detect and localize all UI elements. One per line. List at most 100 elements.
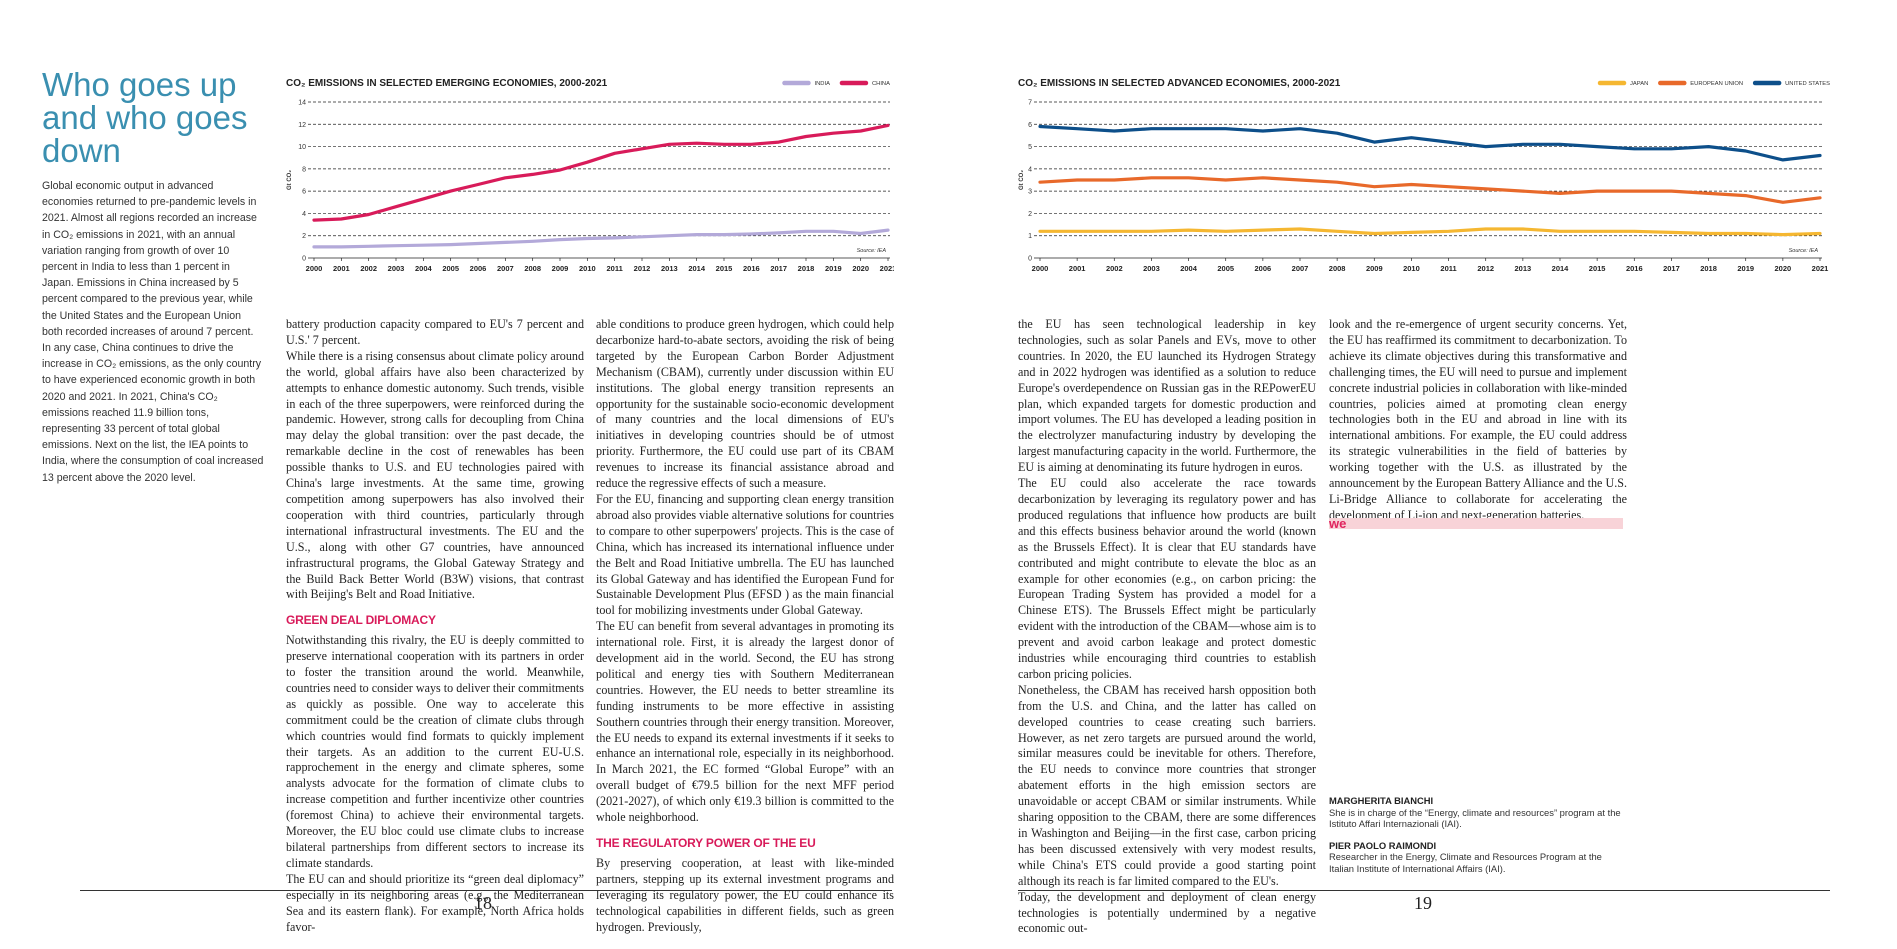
x-tick-label: 2014 xyxy=(1552,264,1570,273)
x-tick-label: 2001 xyxy=(1069,264,1086,273)
y-axis-label: Gt CO₂ xyxy=(287,170,293,190)
x-tick-label: 2000 xyxy=(306,264,323,273)
x-tick-label: 2019 xyxy=(825,264,842,273)
paragraph: The EU can benefit from several advantag… xyxy=(596,619,894,825)
x-tick-label: 2018 xyxy=(798,264,815,273)
x-tick-label: 2017 xyxy=(770,264,787,273)
paragraph: look and the re-emergence of urgent secu… xyxy=(1329,317,1627,522)
x-tick-label: 2015 xyxy=(1589,264,1606,273)
page-number: 19 xyxy=(1414,893,1432,913)
legend-label: UNITED STATES xyxy=(1785,81,1830,87)
legend-label: CHINA xyxy=(872,81,890,87)
y-tick-label: 12 xyxy=(298,122,306,129)
x-tick-label: 2005 xyxy=(442,264,459,273)
y-tick-label: 4 xyxy=(302,211,306,218)
rule xyxy=(1018,890,1830,891)
paragraph: able conditions to produce green hydroge… xyxy=(596,317,894,491)
series-line xyxy=(1038,227,1822,237)
paragraph: The EU could also accelerate the race to… xyxy=(1018,476,1316,681)
title-line: down xyxy=(42,132,121,169)
x-tick-label: 2001 xyxy=(333,264,350,273)
x-tick-label: 2017 xyxy=(1663,264,1680,273)
legend-label: EUROPEAN UNION xyxy=(1690,81,1743,87)
y-tick-label: 2 xyxy=(1028,211,1032,218)
x-tick-label: 2020 xyxy=(852,264,869,273)
paragraph: the EU has seen technological leadership… xyxy=(1018,317,1316,475)
chart-title: CO₂ EMISSIONS IN SELECTED EMERGING ECONO… xyxy=(286,78,608,89)
x-tick-label: 2004 xyxy=(1180,264,1198,273)
paragraph: Nonetheless, the CBAM has received harsh… xyxy=(1018,682,1316,888)
x-tick-label: 2010 xyxy=(1403,264,1420,273)
y-tick-label: 0 xyxy=(302,256,306,263)
text-column: able conditions to produce green hydroge… xyxy=(596,317,894,935)
text-column: look and the re-emergence of urgent secu… xyxy=(1329,317,1627,524)
chart: CO₂ EMISSIONS IN SELECTED ADVANCED ECONO… xyxy=(1018,78,1830,273)
source-note: Source: IEA xyxy=(1789,248,1819,254)
x-tick-label: 2020 xyxy=(1775,264,1792,273)
x-tick-label: 2003 xyxy=(388,264,405,273)
source-note: Source: IEA xyxy=(857,248,887,254)
paragraph: Today, the development and deployment of… xyxy=(1018,889,1316,936)
x-tick-label: 2004 xyxy=(415,264,433,273)
x-tick-label: 2013 xyxy=(1515,264,1532,273)
x-tick-label: 2021 xyxy=(880,264,894,273)
title-line: Who goes up xyxy=(42,66,237,103)
sidebar-text: Global economic output in advanced econo… xyxy=(42,180,264,484)
x-tick-label: 2021 xyxy=(1812,264,1829,273)
author-name: PIER PAOLO RAIMONDI xyxy=(1329,839,1437,851)
x-tick-label: 2014 xyxy=(688,264,706,273)
x-tick-label: 2009 xyxy=(1366,264,1383,273)
author-name: MARGHERITA BIANCHI xyxy=(1329,795,1434,806)
x-tick-label: 2002 xyxy=(360,264,377,273)
y-tick-label: 5 xyxy=(1028,144,1032,151)
authors: MARGHERITA BIANCHI She is in charge of th… xyxy=(1329,789,1629,884)
y-tick-label: 2 xyxy=(302,233,306,240)
y-tick-label: 10 xyxy=(298,144,306,151)
paragraph: By preserving cooperation, at least with… xyxy=(596,855,894,934)
x-tick-label: 2006 xyxy=(470,264,487,273)
y-tick-label: 3 xyxy=(1028,189,1032,196)
y-tick-label: 0 xyxy=(1028,256,1032,263)
x-tick-label: 2005 xyxy=(1217,264,1234,273)
series-line xyxy=(1038,124,1822,162)
author-description: Researcher in the Energy, Climate and Re… xyxy=(1329,851,1602,874)
title-line: and who goes xyxy=(42,99,248,136)
series-line xyxy=(312,123,890,222)
section-heading: GREEN DEAL DIPLOMACY xyxy=(286,613,436,628)
y-tick-label: 14 xyxy=(298,100,306,107)
x-tick-label: 2010 xyxy=(579,264,596,273)
x-tick-label: 2011 xyxy=(607,264,623,273)
x-tick-label: 2016 xyxy=(1626,264,1643,273)
x-tick-label: 2013 xyxy=(661,264,678,273)
y-axis-label: Gt CO₂ xyxy=(1019,170,1025,190)
x-tick-label: 2000 xyxy=(1032,264,1049,273)
x-tick-label: 2007 xyxy=(497,264,514,273)
y-tick-label: 8 xyxy=(302,166,306,173)
y-tick-label: 6 xyxy=(302,189,306,196)
chart-title: CO₂ EMISSIONS IN SELECTED ADVANCED ECONO… xyxy=(1018,78,1341,89)
x-tick-label: 2009 xyxy=(552,264,569,273)
paragraph: While there is a rising consensus about … xyxy=(286,348,584,602)
x-tick-label: 2015 xyxy=(716,264,733,273)
y-tick-label: 4 xyxy=(1028,166,1032,173)
y-tick-label: 1 xyxy=(1028,233,1032,240)
paragraph: For the EU, financing and supporting cle… xyxy=(596,491,894,618)
series-line xyxy=(312,228,890,249)
x-tick-label: 2019 xyxy=(1737,264,1754,273)
x-tick-label: 2003 xyxy=(1143,264,1160,273)
x-tick-label: 2012 xyxy=(634,264,651,273)
text-column: the EU has seen technological leadership… xyxy=(1018,317,1316,937)
y-tick-label: 6 xyxy=(1028,122,1032,129)
x-tick-label: 2008 xyxy=(524,264,541,273)
x-tick-label: 2011 xyxy=(1440,264,1456,273)
paragraph: battery production capacity compared to … xyxy=(286,317,584,347)
x-tick-label: 2002 xyxy=(1106,264,1123,273)
chart: CO₂ EMISSIONS IN SELECTED EMERGING ECONO… xyxy=(286,78,894,273)
author-description: She is in charge of the “Energy, climate… xyxy=(1329,806,1621,830)
legend-label: INDIA xyxy=(814,81,830,87)
legend-label: JAPAN xyxy=(1630,81,1648,87)
x-tick-label: 2016 xyxy=(743,264,760,273)
section-heading: THE REGULATORY POWER OF THE EU xyxy=(596,836,816,850)
highlight: we xyxy=(1329,517,1623,530)
